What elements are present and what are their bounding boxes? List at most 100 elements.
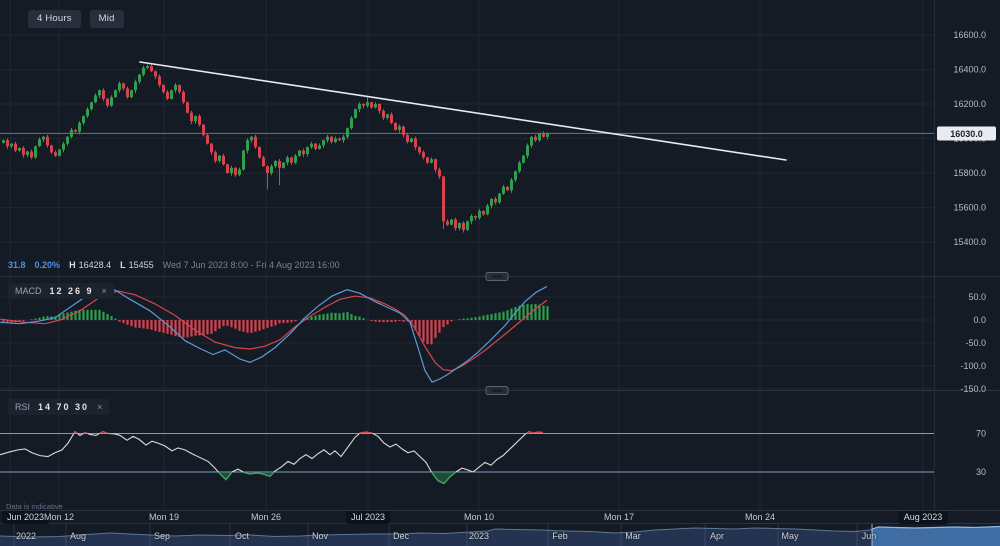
candle[interactable]	[290, 156, 293, 165]
candle[interactable]	[422, 150, 425, 160]
candle[interactable]	[46, 134, 49, 148]
time-axis[interactable]: Jun 2023 Mon 12 Mon 19 Mon 26 Jul 2023 Mon 10…	[0, 511, 1000, 524]
candle[interactable]	[34, 145, 37, 159]
candle[interactable]	[418, 146, 421, 155]
candle[interactable]	[326, 134, 329, 143]
candle[interactable]	[170, 89, 173, 100]
candle[interactable]	[118, 81, 121, 93]
pane-resize-handle-rsi[interactable]	[485, 386, 509, 395]
navigator-selected-range[interactable]	[0, 524, 1000, 546]
candle[interactable]	[242, 149, 245, 171]
candle[interactable]	[478, 209, 481, 220]
candle[interactable]	[394, 122, 397, 131]
candle[interactable]	[102, 88, 105, 102]
candle[interactable]	[310, 141, 313, 150]
candle[interactable]	[370, 101, 373, 109]
candle[interactable]	[302, 148, 305, 157]
rsi-close-icon[interactable]: ×	[97, 402, 103, 412]
candle[interactable]	[506, 186, 509, 191]
candle[interactable]	[78, 121, 81, 135]
candle[interactable]	[354, 108, 357, 119]
candle[interactable]	[494, 196, 497, 205]
candle[interactable]	[122, 82, 125, 91]
candle[interactable]	[294, 153, 297, 165]
candle[interactable]	[318, 143, 321, 150]
candle[interactable]	[18, 147, 21, 152]
candle[interactable]	[218, 155, 221, 163]
candle[interactable]	[458, 222, 461, 231]
candle[interactable]	[382, 109, 385, 121]
candle[interactable]	[526, 143, 529, 159]
candle[interactable]	[454, 217, 457, 231]
candle[interactable]	[390, 112, 393, 125]
candle[interactable]	[462, 221, 465, 233]
candle[interactable]	[330, 136, 333, 144]
candle[interactable]	[158, 74, 161, 88]
candle[interactable]	[246, 138, 249, 154]
candle[interactable]	[166, 90, 169, 101]
candle[interactable]	[502, 184, 505, 195]
candle[interactable]	[414, 136, 417, 151]
candle[interactable]	[542, 131, 545, 138]
candle[interactable]	[202, 124, 205, 137]
candle[interactable]	[26, 150, 29, 158]
candle[interactable]	[510, 178, 513, 193]
candle[interactable]	[258, 146, 261, 159]
candle[interactable]	[486, 203, 489, 216]
candle[interactable]	[222, 153, 225, 166]
trendline-drawing[interactable]	[139, 61, 787, 161]
macd-legend[interactable]: MACD 12 26 9 ×	[8, 283, 114, 299]
candle[interactable]	[434, 158, 437, 173]
candle[interactable]	[22, 146, 25, 158]
candle[interactable]	[342, 134, 345, 143]
candle[interactable]	[402, 125, 405, 138]
candle[interactable]	[210, 142, 213, 156]
candles-layer[interactable]	[2, 64, 549, 233]
candle[interactable]	[2, 139, 5, 144]
candle[interactable]	[86, 107, 89, 118]
candle[interactable]	[442, 175, 445, 230]
candle[interactable]	[298, 149, 301, 157]
candle[interactable]	[230, 165, 233, 176]
candle[interactable]	[194, 115, 197, 124]
candle[interactable]	[334, 136, 337, 144]
rsi-legend[interactable]: RSI 14 70 30 ×	[8, 399, 110, 415]
candle[interactable]	[482, 210, 485, 216]
candle[interactable]	[314, 142, 317, 151]
candle[interactable]	[278, 159, 281, 186]
candle[interactable]	[238, 167, 241, 177]
candle[interactable]	[530, 136, 533, 148]
candle[interactable]	[106, 98, 109, 108]
price-type-button[interactable]: Mid	[89, 10, 124, 28]
candle[interactable]	[126, 86, 129, 99]
candle[interactable]	[338, 137, 341, 141]
candle[interactable]	[14, 141, 17, 153]
candle[interactable]	[198, 114, 201, 127]
candle[interactable]	[190, 110, 193, 125]
candle[interactable]	[174, 83, 177, 93]
candle[interactable]	[94, 93, 97, 104]
candle[interactable]	[50, 144, 53, 155]
candle[interactable]	[146, 64, 149, 70]
candle[interactable]	[54, 150, 57, 157]
navigator[interactable]	[0, 524, 1000, 546]
candle[interactable]	[322, 139, 325, 149]
candle[interactable]	[430, 157, 433, 164]
candle[interactable]	[138, 73, 141, 84]
macd-pane[interactable]	[0, 285, 549, 383]
candle[interactable]	[410, 137, 413, 143]
candle[interactable]	[214, 150, 217, 164]
candle[interactable]	[358, 102, 361, 113]
candle[interactable]	[74, 129, 77, 133]
candle[interactable]	[398, 124, 401, 133]
timeframe-button[interactable]: 4 Hours	[28, 10, 81, 28]
candle[interactable]	[406, 133, 409, 144]
candle[interactable]	[30, 149, 33, 160]
candle[interactable]	[286, 155, 289, 166]
candle[interactable]	[142, 65, 145, 77]
candle[interactable]	[306, 146, 309, 157]
price-axis[interactable]: 16600.016400.016200.016000.015800.015600…	[953, 30, 986, 477]
candle[interactable]	[186, 101, 189, 114]
candle[interactable]	[254, 134, 257, 150]
